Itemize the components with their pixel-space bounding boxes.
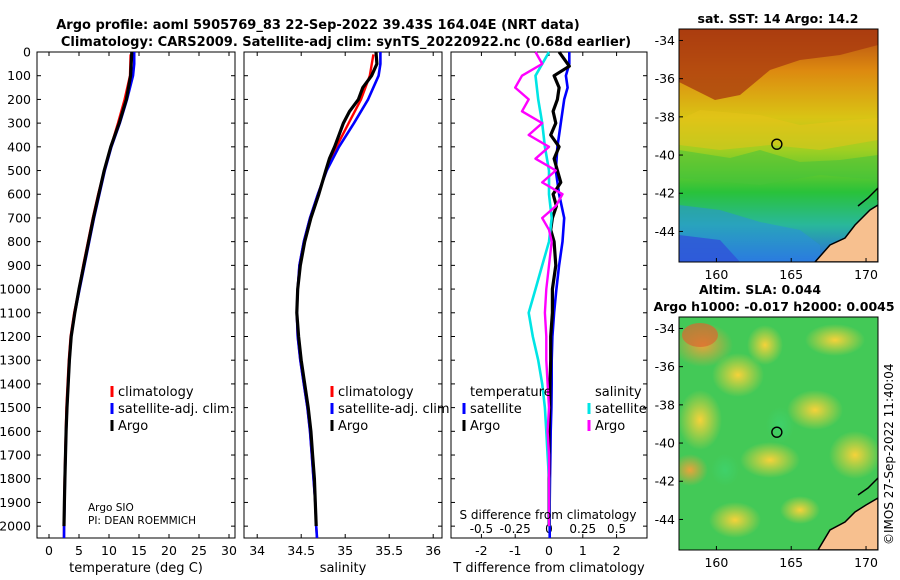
depth-tick-label: 1100 <box>0 305 31 320</box>
map-y-tick-label: -36 <box>655 71 675 86</box>
map-y-tick-label: -40 <box>655 148 675 163</box>
depth-tick-label: 1200 <box>0 329 31 344</box>
depth-tick-label: 1000 <box>0 282 31 297</box>
x-tick-label: 20 <box>161 543 177 558</box>
map-y-tick-label: -34 <box>655 321 675 336</box>
x-tick-label: 0 <box>45 543 53 558</box>
x-tick-label: -1 <box>509 543 521 558</box>
depth-tick-label: 1500 <box>0 400 31 415</box>
legend-satellite-label: satellite-adj. clim. <box>118 402 234 417</box>
sst-map-title: sat. SST: 14 Argo: 14.2 <box>698 11 859 26</box>
map-x-tick-label: 170 <box>854 267 878 282</box>
depth-tick-label: 1700 <box>0 448 31 463</box>
map-y-tick-label: -42 <box>655 474 675 489</box>
map-y-tick-label: -38 <box>655 109 675 124</box>
legend-climatology-label: climatology <box>118 385 194 400</box>
x-tick-label: 35.5 <box>375 543 403 558</box>
legend-temperature-title: temperature <box>470 385 552 400</box>
sla-map-title-line2: Argo h1000: -0.017 h2000: 0.0045 <box>653 299 894 314</box>
depth-tick-label: 500 <box>7 163 31 178</box>
top-x-tick-label: -0.25 <box>500 522 531 536</box>
map-x-tick-label: 160 <box>704 555 728 570</box>
map-y-tick-label: -40 <box>655 436 675 451</box>
map-y-tick-label: -44 <box>655 512 675 527</box>
depth-tick-label: 1900 <box>0 495 31 510</box>
legend-climatology-label: climatology <box>338 385 414 400</box>
x-tick-label: 15 <box>131 543 147 558</box>
map-x-tick-label: 170 <box>854 555 878 570</box>
top-x-tick-label: -0.5 <box>470 522 493 536</box>
x-tick-label: 25 <box>191 543 207 558</box>
legend-argo-label: Argo <box>118 419 148 434</box>
map-x-tick-label: 165 <box>779 555 803 570</box>
x-tick-label: 34.5 <box>287 543 315 558</box>
salinity-panel: 34 34.5 35 35.5 36 climatology satellite-adj.… <box>243 51 454 576</box>
x-tick-label: 34 <box>249 543 265 558</box>
x-tick-label: 2 <box>613 543 621 558</box>
credit-line-1: Argo SIO <box>88 502 134 514</box>
figure-title-line2: Climatology: CARS2009. Satellite-adj cli… <box>61 35 631 50</box>
legend-satellite-label: satellite-adj. clim. <box>338 402 454 417</box>
top-x-tick-label: 0.5 <box>607 522 626 536</box>
x-tick-label: 36 <box>425 543 441 558</box>
temperature-xlabel: temperature (deg C) <box>69 561 203 576</box>
map-y-tick-label: -36 <box>655 359 675 374</box>
depth-tick-label: 300 <box>7 116 31 131</box>
depth-tick-label: 2000 <box>0 519 31 534</box>
x-tick-label: 30 <box>221 543 237 558</box>
map-x-tick-label: 165 <box>779 267 803 282</box>
imos-watermark: ©IMOS 27-Sep-2022 11:40:04 <box>882 363 896 545</box>
x-tick-label: 0 <box>545 543 553 558</box>
series-line-s-argo <box>514 51 564 527</box>
difference-panel: -2 -1 0 1 2-0.5 -0.25 0 0.25 0.5 temperature sali… <box>450 51 648 576</box>
legend-t-satellite-label: satellite <box>470 402 522 417</box>
depth-tick-label: 700 <box>7 210 31 225</box>
sla-map-title-line1: Altim. SLA: 0.044 <box>699 282 821 297</box>
x-tick-label: 5 <box>75 543 83 558</box>
depth-tick-label: 0 <box>23 45 31 60</box>
sst-map: 160 165 170 -34 -36 -38 -40 -42 -44 sat. SST: 14… <box>655 11 879 282</box>
depth-tick-label: 100 <box>7 68 31 83</box>
depth-tick-label: 200 <box>7 92 31 107</box>
difference-top-xlabel: S difference from climatology <box>460 508 637 522</box>
sst-argo-position-marker <box>771 138 783 150</box>
x-tick-label: 1 <box>579 543 587 558</box>
figure-title-line1: Argo profile: aoml 5905769_83 22-Sep-202… <box>56 18 580 33</box>
series-line-argo <box>62 51 134 527</box>
depth-tick-label: 600 <box>7 187 31 202</box>
x-tick-label: 35 <box>337 543 353 558</box>
map-y-tick-label: -44 <box>655 224 675 239</box>
map-y-tick-label: -34 <box>655 33 675 48</box>
depth-tick-label: 1400 <box>0 376 31 391</box>
series-line-s-satellite <box>527 51 554 527</box>
legend-s-satellite-label: satellite <box>595 402 647 417</box>
credit-line-2: PI: DEAN ROEMMICH <box>88 515 196 527</box>
x-tick-label: 10 <box>101 543 117 558</box>
legend-argo-label: Argo <box>338 419 368 434</box>
map-y-tick-label: -42 <box>655 186 675 201</box>
difference-xlabel: T difference from climatology <box>452 561 645 576</box>
depth-tick-label: 900 <box>7 258 31 273</box>
map-y-tick-label: -38 <box>655 397 675 412</box>
legend-salinity-title: salinity <box>595 385 642 400</box>
map-x-tick-label: 160 <box>704 267 728 282</box>
temperature-panel: 0100200300400500600700800900100011001200… <box>0 45 237 577</box>
x-tick-label: -2 <box>475 543 487 558</box>
sla-map: 160 165 170 -34 -36 -38 -40 -42 -44 Altim. SLA: … <box>653 282 894 570</box>
legend-s-argo-label: Argo <box>595 419 625 434</box>
top-x-tick-label: 0.25 <box>569 522 596 536</box>
legend-t-argo-label: Argo <box>470 419 500 434</box>
sla-argo-position-marker <box>771 426 783 438</box>
depth-tick-label: 1800 <box>0 471 31 486</box>
depth-tick-label: 400 <box>7 139 31 154</box>
depth-tick-label: 800 <box>7 234 31 249</box>
depth-tick-label: 1600 <box>0 424 31 439</box>
series-line-argo <box>295 51 379 527</box>
salinity-xlabel: salinity <box>320 561 367 576</box>
depth-tick-label: 1300 <box>0 353 31 368</box>
